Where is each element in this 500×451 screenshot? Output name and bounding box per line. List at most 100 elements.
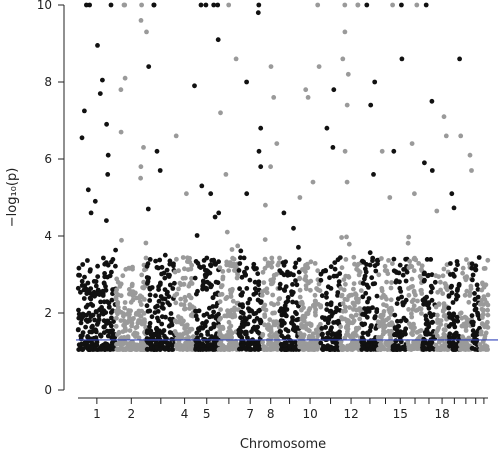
data-point	[269, 301, 274, 306]
data-point	[208, 284, 214, 290]
data-point	[367, 250, 373, 256]
data-point	[476, 255, 482, 260]
data-point	[228, 323, 234, 329]
data-point	[309, 347, 315, 352]
data-point	[82, 283, 88, 288]
data-point	[131, 316, 136, 321]
data-point	[394, 301, 400, 306]
data-point	[108, 323, 114, 329]
data-point	[399, 346, 405, 352]
data-point	[130, 297, 136, 303]
data-point	[210, 295, 216, 300]
data-point	[198, 2, 204, 8]
data-point	[271, 322, 277, 327]
data-point	[274, 141, 280, 147]
data-point	[204, 319, 209, 324]
data-point	[303, 278, 309, 283]
data-point	[138, 314, 144, 319]
data-point	[278, 329, 283, 334]
data-point	[133, 325, 139, 331]
data-point	[485, 307, 490, 313]
data-point	[94, 342, 100, 348]
data-point	[429, 98, 435, 104]
data-point	[325, 284, 331, 290]
data-point	[466, 335, 472, 341]
data-point	[368, 102, 374, 108]
data-point	[469, 261, 475, 267]
data-point	[305, 344, 311, 350]
data-point	[308, 287, 313, 293]
data-point	[459, 315, 465, 321]
data-point	[173, 133, 179, 139]
data-point	[423, 313, 429, 319]
data-point	[357, 269, 363, 275]
data-point	[202, 272, 208, 278]
data-point	[89, 340, 95, 346]
x-tick-label: 7	[246, 407, 254, 421]
data-point	[472, 297, 478, 302]
data-point	[209, 313, 215, 319]
data-point	[389, 280, 394, 285]
data-point	[324, 301, 330, 307]
data-point	[267, 342, 272, 347]
data-point	[208, 326, 214, 332]
data-point	[342, 29, 348, 35]
data-point	[199, 183, 205, 189]
data-point	[120, 273, 126, 279]
data-point	[154, 303, 160, 309]
data-point	[389, 329, 394, 335]
data-point	[354, 326, 360, 332]
data-point	[296, 257, 302, 262]
data-point	[449, 191, 455, 197]
data-point	[244, 191, 250, 197]
data-point	[414, 2, 420, 8]
data-point	[93, 279, 99, 284]
data-point	[240, 311, 246, 316]
data-point	[200, 278, 206, 284]
data-point	[483, 282, 489, 288]
data-point	[182, 266, 187, 272]
data-point	[83, 287, 89, 293]
data-point	[183, 306, 188, 312]
data-points	[75, 2, 491, 352]
data-point	[126, 265, 132, 271]
data-point	[343, 281, 348, 287]
data-point	[169, 322, 175, 327]
data-point	[244, 79, 250, 85]
data-point	[104, 218, 109, 224]
data-point	[332, 266, 338, 272]
data-point	[142, 297, 147, 302]
data-point	[463, 328, 469, 333]
data-point	[342, 2, 348, 8]
data-point	[297, 341, 302, 346]
data-point	[462, 292, 468, 298]
data-point	[193, 343, 199, 348]
data-point	[101, 255, 106, 261]
data-point	[81, 296, 87, 301]
data-point	[410, 307, 416, 312]
data-point	[399, 332, 405, 338]
data-point	[167, 261, 173, 267]
data-point	[218, 307, 224, 312]
data-point	[375, 261, 380, 267]
y-tick-label: 4	[44, 229, 52, 243]
data-point	[343, 325, 349, 331]
data-point	[226, 2, 232, 8]
data-point	[167, 330, 173, 335]
data-point	[154, 265, 160, 270]
data-point	[204, 347, 209, 352]
data-point	[305, 311, 311, 317]
data-point	[237, 333, 243, 338]
data-point	[334, 273, 339, 279]
data-point	[226, 319, 232, 325]
data-point	[178, 315, 184, 321]
data-point	[186, 341, 192, 347]
data-point	[458, 133, 464, 139]
data-point	[106, 304, 112, 310]
data-point	[318, 277, 324, 283]
data-point	[467, 152, 473, 158]
data-point	[288, 271, 294, 277]
data-point	[409, 264, 415, 269]
data-point	[339, 235, 344, 240]
data-point	[322, 317, 328, 322]
